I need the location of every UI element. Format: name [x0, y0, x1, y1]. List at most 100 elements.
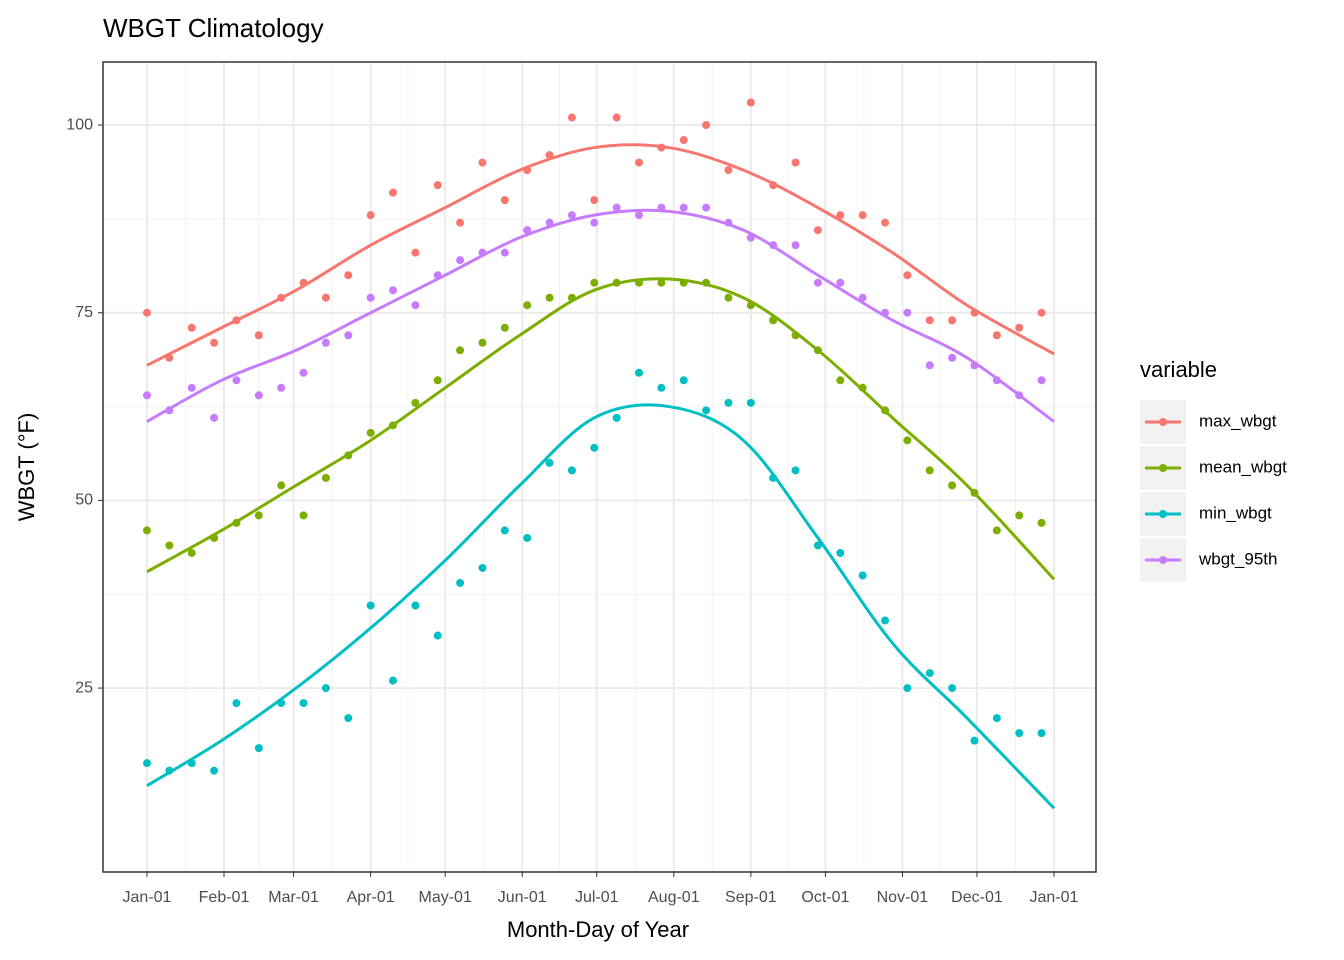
- point: [344, 714, 353, 723]
- point: [299, 511, 308, 520]
- x-tick-label: Feb-01: [199, 889, 250, 906]
- point: [165, 541, 174, 550]
- legend-label: wbgt_95th: [1198, 549, 1277, 568]
- point: [366, 293, 375, 302]
- point: [411, 248, 420, 257]
- point: [1037, 308, 1046, 317]
- x-tick-label: Jan-01: [1030, 889, 1079, 906]
- point: [746, 398, 755, 407]
- point: [388, 286, 397, 295]
- point: [142, 308, 151, 317]
- y-tick-label: 100: [66, 116, 93, 133]
- point: [903, 308, 912, 317]
- point: [456, 346, 465, 355]
- point: [321, 293, 330, 302]
- x-tick-label: May-01: [419, 889, 472, 906]
- point: [142, 759, 151, 768]
- x-tick-label: Dec-01: [951, 889, 1003, 906]
- point: [679, 376, 688, 385]
- x-tick-label: Jul-01: [575, 889, 619, 906]
- point: [1015, 323, 1024, 332]
- point: [791, 158, 800, 167]
- point: [187, 548, 196, 557]
- point: [903, 436, 912, 445]
- point: [1015, 511, 1024, 520]
- x-tick-label: Oct-01: [801, 889, 849, 906]
- point: [523, 301, 532, 310]
- point: [590, 443, 599, 452]
- point: [881, 616, 890, 625]
- point: [321, 684, 330, 693]
- y-tick-label: 75: [75, 304, 93, 321]
- point: [210, 766, 219, 775]
- point: [836, 376, 845, 385]
- legend-label: mean_wbgt: [1199, 457, 1287, 476]
- point: [791, 241, 800, 250]
- point: [992, 714, 1001, 723]
- point: [388, 676, 397, 685]
- y-tick-label: 50: [75, 492, 93, 509]
- point: [970, 736, 979, 745]
- point: [254, 511, 263, 520]
- point: [187, 323, 196, 332]
- point: [433, 181, 442, 190]
- point: [567, 211, 576, 220]
- point: [702, 203, 711, 212]
- point: [836, 548, 845, 557]
- point: [478, 338, 487, 347]
- point: [478, 158, 487, 167]
- point: [254, 331, 263, 340]
- point: [657, 383, 666, 392]
- point: [948, 684, 957, 693]
- point: [500, 323, 509, 332]
- point: [948, 316, 957, 325]
- point: [791, 466, 800, 475]
- point: [388, 188, 397, 197]
- point: [858, 211, 867, 220]
- point: [187, 383, 196, 392]
- point: [657, 278, 666, 287]
- point: [925, 669, 934, 678]
- point: [366, 601, 375, 610]
- point: [411, 398, 420, 407]
- point: [881, 218, 890, 227]
- point: [500, 196, 509, 205]
- point: [411, 601, 420, 610]
- point: [590, 278, 599, 287]
- point: [1037, 729, 1046, 738]
- point: [813, 278, 822, 287]
- point: [321, 473, 330, 482]
- legend-label: max_wbgt: [1199, 411, 1277, 430]
- smooth-line: [146, 143, 1055, 367]
- point: [545, 458, 554, 467]
- point: [210, 338, 219, 347]
- point: [702, 121, 711, 130]
- x-tick-label: Aug-01: [648, 889, 700, 906]
- point: [925, 361, 934, 370]
- legend-dot: [1159, 464, 1167, 472]
- point: [679, 136, 688, 145]
- point: [702, 406, 711, 415]
- point: [724, 293, 733, 302]
- point: [925, 316, 934, 325]
- point: [232, 699, 241, 708]
- point: [612, 413, 621, 422]
- x-tick-label: Mar-01: [268, 889, 319, 906]
- point: [344, 271, 353, 280]
- point: [612, 203, 621, 212]
- chart-title: WBGT Climatology: [103, 13, 324, 43]
- point: [724, 166, 733, 175]
- point: [478, 563, 487, 572]
- x-tick-label: Jan-01: [123, 889, 172, 906]
- smooth-line: [146, 208, 1055, 423]
- point: [232, 376, 241, 385]
- point: [858, 293, 867, 302]
- point: [344, 331, 353, 340]
- legend-dot: [1159, 418, 1167, 426]
- point: [635, 368, 644, 377]
- point: [277, 383, 286, 392]
- point: [679, 203, 688, 212]
- point: [948, 353, 957, 362]
- point: [142, 391, 151, 400]
